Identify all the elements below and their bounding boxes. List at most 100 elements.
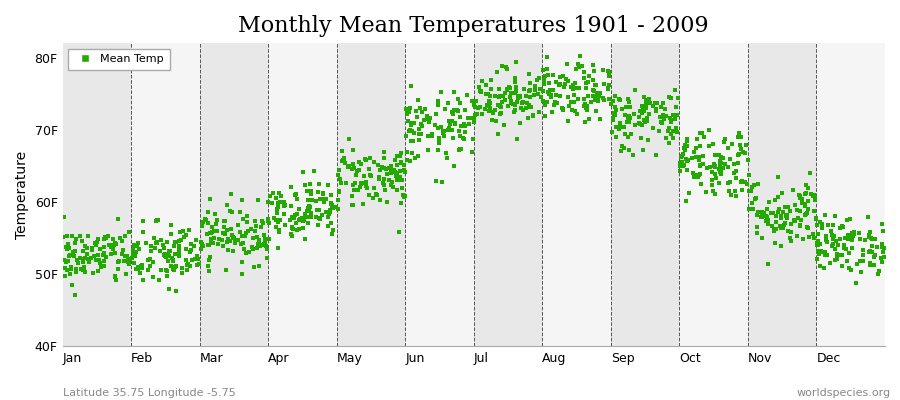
Point: [568, 80, 582, 86]
Point: [512, 92, 526, 99]
Point: [778, 213, 793, 220]
Point: [101, 233, 115, 239]
Point: [316, 196, 330, 202]
Point: [181, 261, 195, 267]
Point: [484, 86, 499, 92]
Point: [826, 222, 841, 228]
Point: [796, 200, 810, 206]
Point: [466, 119, 481, 125]
Point: [168, 250, 183, 257]
Point: [853, 236, 868, 243]
Point: [706, 163, 721, 169]
Bar: [337, 43, 405, 346]
Point: [257, 231, 272, 238]
Point: [793, 222, 807, 228]
Bar: [680, 43, 748, 346]
Point: [325, 203, 339, 209]
Point: [394, 200, 409, 206]
Point: [446, 111, 461, 118]
Point: [383, 163, 398, 170]
Point: [724, 179, 738, 186]
Point: [89, 256, 104, 263]
Point: [323, 206, 338, 213]
Point: [163, 248, 177, 255]
Point: [771, 194, 786, 200]
Point: [734, 146, 748, 153]
Point: [406, 138, 420, 144]
Point: [663, 131, 678, 137]
Point: [216, 242, 230, 249]
Point: [96, 244, 111, 250]
Point: [828, 213, 842, 219]
Point: [872, 268, 886, 274]
Point: [776, 225, 790, 232]
Point: [600, 68, 615, 74]
Point: [474, 87, 489, 94]
Point: [500, 87, 514, 93]
Point: [867, 254, 881, 260]
Point: [635, 107, 650, 114]
Point: [652, 128, 667, 135]
Point: [718, 161, 733, 167]
Point: [772, 223, 787, 229]
Point: [255, 242, 269, 248]
Point: [161, 252, 176, 258]
Point: [498, 90, 512, 96]
Point: [292, 226, 306, 232]
Point: [641, 137, 655, 143]
Point: [261, 216, 275, 222]
Point: [863, 260, 878, 266]
Point: [791, 192, 806, 198]
Point: [221, 236, 236, 242]
Point: [377, 149, 392, 156]
Point: [394, 159, 409, 166]
Point: [452, 147, 466, 154]
Point: [720, 180, 734, 186]
Point: [531, 91, 545, 97]
Point: [601, 82, 616, 88]
Point: [238, 250, 253, 257]
Point: [85, 245, 99, 252]
Point: [60, 241, 75, 247]
Bar: [405, 43, 473, 346]
Point: [664, 119, 679, 125]
Point: [557, 81, 572, 87]
Point: [366, 184, 381, 191]
Point: [298, 236, 312, 242]
Point: [324, 200, 338, 207]
Point: [681, 156, 696, 163]
Point: [875, 244, 889, 250]
Point: [230, 237, 245, 243]
Point: [453, 114, 467, 120]
Point: [230, 222, 245, 228]
Point: [122, 228, 136, 235]
Point: [703, 164, 717, 170]
Point: [480, 102, 494, 108]
Point: [856, 252, 870, 258]
Point: [112, 234, 127, 241]
Point: [288, 191, 302, 197]
Point: [567, 92, 581, 99]
Point: [300, 188, 314, 194]
Point: [316, 191, 330, 198]
Point: [122, 261, 136, 268]
Point: [544, 92, 558, 99]
Point: [670, 95, 685, 101]
Point: [69, 236, 84, 242]
Point: [562, 118, 576, 124]
Point: [852, 258, 867, 264]
Point: [554, 80, 568, 87]
Point: [290, 196, 304, 202]
Point: [85, 246, 99, 253]
Point: [126, 253, 140, 259]
Point: [456, 135, 471, 141]
Point: [256, 240, 271, 247]
Point: [613, 97, 627, 103]
Point: [707, 171, 722, 177]
Point: [183, 249, 197, 256]
Point: [572, 64, 586, 70]
Point: [166, 266, 181, 272]
Point: [806, 235, 821, 242]
Point: [94, 264, 108, 270]
Point: [250, 234, 265, 240]
